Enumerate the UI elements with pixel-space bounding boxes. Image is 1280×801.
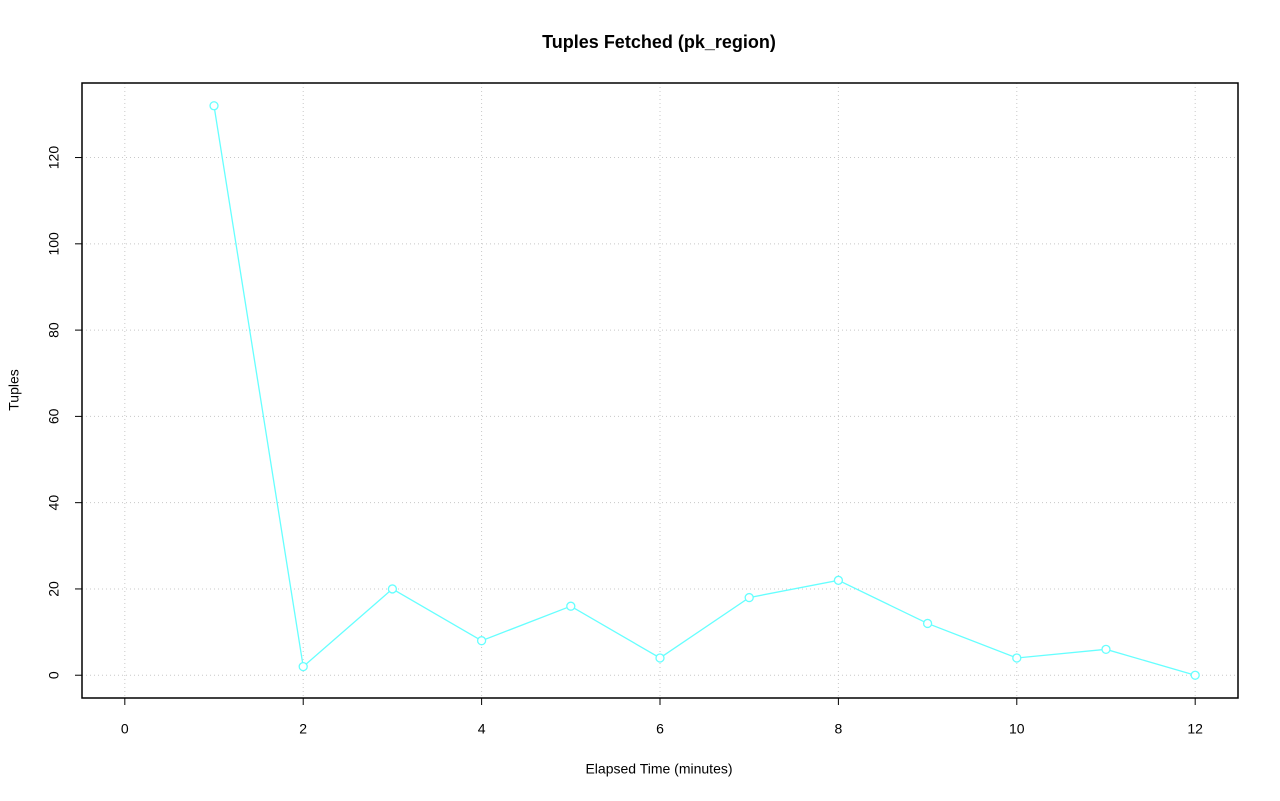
point [209, 101, 219, 111]
x-tick-label: 6 [656, 721, 664, 737]
point [298, 661, 308, 672]
point [922, 618, 933, 629]
point [744, 592, 754, 603]
y-tick-label: 0 [46, 671, 62, 679]
point [1190, 670, 1200, 680]
y-tick-label: 100 [46, 232, 62, 256]
y-tick-label: 20 [46, 581, 62, 597]
chart-title: Tuples Fetched (pk_region) [542, 32, 776, 52]
point [476, 636, 487, 646]
y-tick-label: 80 [46, 322, 62, 338]
y-tick-label: 120 [46, 146, 62, 170]
y-tick-label: 40 [46, 495, 62, 511]
point [387, 584, 398, 594]
x-tick-label: 8 [834, 721, 842, 737]
x-tick-label: 12 [1187, 721, 1203, 737]
point [1101, 644, 1111, 654]
y-axis-label: Tuples [6, 369, 22, 411]
line [213, 105, 1196, 676]
x-tick-label: 4 [478, 721, 486, 737]
plot-frame [81, 82, 1239, 699]
x-axis-label: Elapsed Time (minutes) [585, 761, 732, 777]
point [655, 653, 665, 663]
point [1012, 653, 1022, 663]
y-tick-label: 60 [46, 408, 62, 424]
point [833, 575, 844, 585]
x-tick-label: 10 [1009, 721, 1025, 737]
x-tick-label: 0 [121, 721, 129, 737]
x-tick-label: 2 [299, 721, 307, 737]
point [566, 601, 576, 611]
